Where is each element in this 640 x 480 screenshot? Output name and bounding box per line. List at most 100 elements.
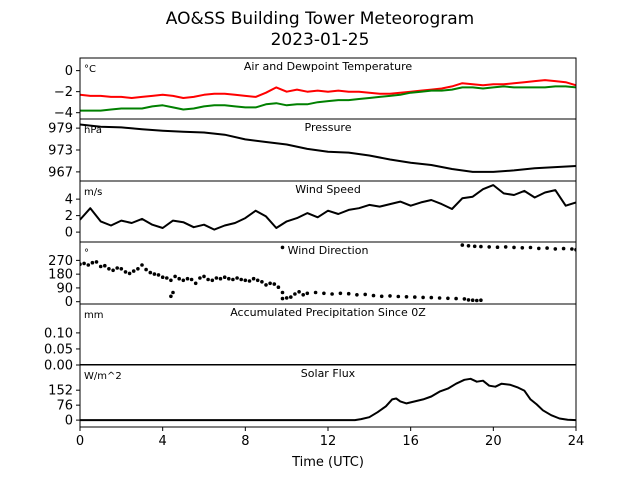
panel-title: Wind Direction (288, 244, 369, 257)
wind-direction-point (131, 269, 136, 273)
wind-direction-point (189, 277, 194, 282)
y-tick-label: 180 (48, 268, 73, 283)
wind-direction-point (264, 283, 268, 287)
wind-direction-point (472, 244, 477, 249)
wind-direction-point (512, 245, 516, 250)
wind-direction-point (103, 263, 107, 268)
wind-direction-point (446, 296, 450, 301)
x-tick-label: 24 (568, 434, 585, 449)
wind-direction-point (404, 295, 409, 299)
wind_speed-series-line-0 (80, 184, 576, 231)
y-tick-label: 152 (48, 384, 73, 399)
wind-direction-point (181, 278, 186, 283)
wind-direction-point (98, 264, 103, 269)
wind-direction-point (136, 267, 140, 271)
panel-series-group (80, 123, 576, 173)
panel-series-group (80, 243, 576, 303)
wind-direction-point (119, 267, 124, 271)
wind-direction-point (570, 247, 574, 251)
wind-direction-point (107, 267, 111, 271)
panels-group: 0−2−4°C Air and Dewpoint Temperature97997… (44, 57, 577, 429)
chart-date: 2023-01-25 (271, 30, 370, 50)
y-tick-label: 4 (65, 193, 73, 208)
wind-direction-point (479, 244, 483, 249)
wind-direction-point (86, 263, 91, 267)
panel-title: Solar Flux (301, 367, 356, 380)
wind-direction-point (169, 278, 173, 283)
y-tick-label: 0 (65, 64, 73, 79)
y-tick-label: −4 (54, 106, 73, 121)
wind-direction-point (466, 244, 471, 248)
wind-direction-point (177, 276, 181, 281)
wind-direction-point (297, 290, 301, 294)
wind-direction-point (227, 276, 231, 281)
x-tick-label: 0 (76, 434, 84, 449)
wind-direction-point (82, 261, 86, 266)
x-axis-label: Time (UTC) (291, 455, 364, 470)
wind-direction-point (305, 291, 310, 296)
wind-direction-point (528, 245, 533, 250)
wind-direction-point (247, 279, 252, 283)
y-tick-label: 979 (48, 122, 73, 137)
wind-direction-point (537, 246, 541, 251)
wind-direction-point (231, 277, 235, 282)
y-tick-label: −2 (54, 85, 73, 100)
wind-direction-point (475, 298, 479, 303)
panel-precipitation: 0.100.05 0.00 mm Accumulated Precipitation … (44, 303, 577, 374)
y-tick-label: 270 (48, 254, 73, 269)
temperature-series-line-0 (80, 79, 576, 99)
pressure-series-line-0 (80, 123, 576, 173)
wind-direction-point (460, 243, 465, 247)
panel-series-group (80, 184, 576, 231)
wind-direction-point (280, 290, 285, 295)
x-tick-label: 12 (320, 434, 337, 449)
panel-title: Air and Dewpoint Temperature (244, 60, 412, 73)
wind-direction-point (206, 277, 210, 282)
wind-direction-point (140, 263, 144, 267)
wind-direction-point (202, 274, 206, 279)
wind-direction-point (268, 281, 272, 286)
wind-direction-point (276, 285, 281, 290)
y-tick-label: 0.05 (44, 342, 73, 357)
wind-direction-point (173, 274, 177, 279)
wind-direction-point (437, 296, 442, 300)
wind-direction-point (388, 294, 392, 298)
wind-direction-point (520, 246, 525, 250)
wind-direction-point (214, 276, 219, 280)
wind-direction-point (495, 245, 500, 249)
panel-title: Accumulated Precipitation Since 0Z (230, 306, 426, 319)
wind-direction-point (148, 270, 153, 275)
wind-direction-point (210, 278, 215, 283)
chart-title: AO&SS Building Tower Meteorogram (166, 9, 474, 29)
y-tick-label: 973 (48, 144, 73, 159)
panel-unit-label: ° (84, 248, 89, 259)
wind-direction-point (90, 260, 95, 265)
wind-direction-point (371, 293, 376, 298)
x-tick-label: 20 (485, 434, 502, 449)
wind-direction-point (503, 245, 508, 249)
wind-direction-point (280, 296, 285, 301)
wind-direction-point (218, 276, 223, 281)
panel-unit-label: m/s (84, 187, 102, 198)
wind-direction-point (545, 246, 549, 250)
x-tick-label: 8 (241, 434, 249, 449)
panel-temperature: 0 −2 −4 °C Air and Dewpoint Temperature (54, 57, 577, 121)
wind-direction-point (330, 292, 334, 296)
wind-direction-point (301, 293, 306, 297)
wind-direction-point (156, 273, 161, 277)
wind-direction-point (561, 246, 566, 251)
panel-unit-label: mm (84, 310, 103, 321)
y-tick-label: 2 (65, 209, 73, 224)
wind-direction-point (94, 260, 99, 264)
wind-direction-point (479, 298, 483, 303)
wind-direction-point (123, 270, 128, 274)
wind-direction-point (462, 297, 467, 301)
wind-direction-point (222, 275, 227, 280)
wind-direction-point (338, 291, 343, 296)
panel-title: Pressure (305, 121, 352, 134)
temperature-series-line-1 (80, 85, 576, 112)
wind-direction-point (115, 266, 119, 270)
y-tick-label: 0 (65, 414, 73, 429)
